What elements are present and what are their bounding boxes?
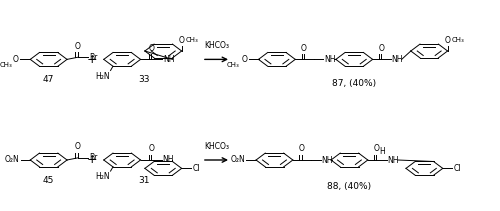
- Text: H₂N: H₂N: [95, 72, 110, 81]
- Text: 33: 33: [138, 75, 149, 84]
- Text: 31: 31: [138, 176, 149, 185]
- Text: O: O: [148, 44, 154, 53]
- Text: CH₃: CH₃: [186, 37, 198, 43]
- Text: NH: NH: [388, 156, 399, 165]
- Text: Br: Br: [90, 53, 98, 62]
- Text: O: O: [74, 42, 80, 51]
- Text: NH: NH: [324, 55, 336, 64]
- Text: O: O: [148, 144, 154, 153]
- Text: Cl: Cl: [454, 164, 461, 173]
- Text: O: O: [242, 55, 248, 64]
- Text: 45: 45: [43, 176, 54, 185]
- Text: CH₃: CH₃: [452, 37, 464, 43]
- Text: 87, (40%): 87, (40%): [332, 79, 376, 88]
- Text: 88, (40%): 88, (40%): [328, 182, 372, 191]
- Text: O: O: [444, 36, 450, 45]
- Text: O: O: [74, 142, 80, 151]
- Text: Br: Br: [90, 153, 98, 162]
- Text: CH₃: CH₃: [0, 62, 13, 68]
- Text: KHCO₃: KHCO₃: [204, 142, 229, 151]
- Text: Cl: Cl: [192, 164, 200, 173]
- Text: +: +: [86, 153, 97, 166]
- Text: 47: 47: [43, 75, 54, 84]
- Text: NH: NH: [322, 156, 333, 165]
- Text: O: O: [178, 36, 184, 45]
- Text: O: O: [374, 144, 380, 153]
- Text: O₂N: O₂N: [230, 156, 246, 165]
- Text: O₂N: O₂N: [5, 156, 20, 165]
- Text: H: H: [380, 147, 385, 156]
- Text: NH: NH: [163, 55, 174, 64]
- Text: CH₃: CH₃: [226, 62, 239, 68]
- Text: O: O: [298, 144, 304, 153]
- Text: KHCO₃: KHCO₃: [204, 41, 229, 50]
- Text: +: +: [86, 53, 97, 66]
- Text: O: O: [301, 44, 307, 53]
- Text: O: O: [13, 55, 18, 64]
- Text: NH: NH: [162, 156, 174, 165]
- Text: NH: NH: [392, 55, 403, 64]
- Text: H₂N: H₂N: [95, 172, 110, 181]
- Text: O: O: [378, 44, 384, 53]
